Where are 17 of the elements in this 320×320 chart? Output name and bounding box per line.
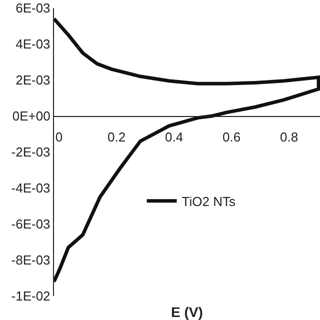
y-tick-label: -4E-03 xyxy=(11,180,50,196)
y-tick-label: -2E-03 xyxy=(11,144,50,160)
x-tick-label: 0.2 xyxy=(107,130,126,145)
y-tick-label: 2E-03 xyxy=(16,72,50,88)
y-tick-label: 0E+00 xyxy=(12,108,50,124)
line-series xyxy=(54,17,320,284)
x-tick-label: 0 xyxy=(55,130,63,145)
y-tick-label: 4E-03 xyxy=(16,36,50,52)
x-tick-label: 0.6 xyxy=(222,130,241,145)
legend-label: TiO2 NTs xyxy=(182,194,236,209)
x-tick-label: 0.8 xyxy=(280,130,298,145)
x-axis-title: E (V) xyxy=(171,304,203,320)
y-tick-label: 6E-03 xyxy=(16,0,50,16)
x-tick-label: 0.4 xyxy=(164,130,184,145)
y-tick-label: -1E-02 xyxy=(11,288,50,304)
y-tick-label: -6E-03 xyxy=(11,216,50,232)
y-tick-label: -8E-03 xyxy=(11,252,50,268)
